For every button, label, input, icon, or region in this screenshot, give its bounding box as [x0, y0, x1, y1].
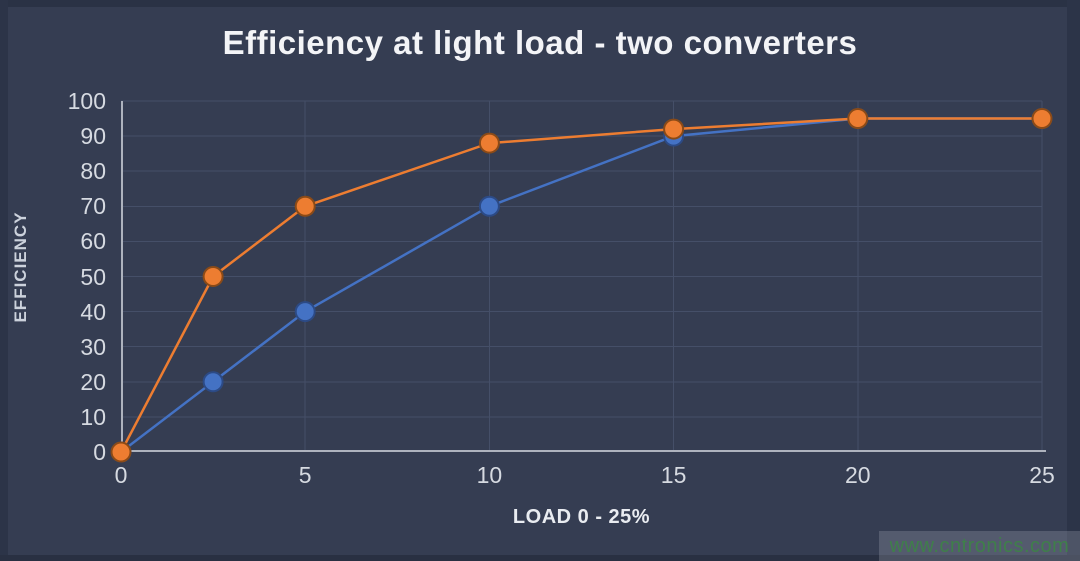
- orange-converter-marker: [294, 195, 316, 217]
- blue-converter-marker: [294, 301, 316, 323]
- watermark-strip: www.cntronics.com: [879, 531, 1080, 561]
- x-axis-title: LOAD 0 - 25%: [512, 506, 651, 528]
- x-tick-label: 0: [114, 462, 128, 488]
- y-tick-label: 90: [80, 123, 106, 150]
- y-tick-label: 0: [93, 439, 106, 465]
- blue-converter-line: [119, 117, 1044, 454]
- x-tick-label: 10: [476, 462, 503, 488]
- x-tick-label: 5: [298, 462, 312, 488]
- orange-converter-marker: [478, 132, 500, 154]
- orange-converter-marker: [1031, 108, 1053, 130]
- orange-converter-marker: [847, 108, 869, 130]
- chart-title: Efficiency at light load - two converter…: [222, 24, 858, 61]
- blue-converter-marker: [202, 371, 224, 393]
- watermark-text: www.cntronics.com: [889, 534, 1070, 557]
- y-tick-label: 80: [80, 158, 106, 185]
- blue-converter-marker: [478, 195, 500, 217]
- y-tick-label: 20: [80, 368, 106, 395]
- y-tick-label: 50: [80, 263, 106, 290]
- orange-converter-marker: [202, 266, 224, 287]
- x-tick-label: 15: [660, 462, 687, 488]
- edge-shadow-right: [1067, 0, 1080, 561]
- y-tick-label: 60: [80, 228, 106, 255]
- edge-shadow-top: [0, 0, 1080, 7]
- y-tick-label: 30: [80, 333, 106, 360]
- y-tick-label: 100: [67, 88, 106, 114]
- plot-area: [110, 100, 1053, 463]
- y-tick-label: 70: [80, 193, 106, 220]
- orange-converter-marker: [663, 118, 685, 140]
- edge-shadow-left: [0, 0, 8, 561]
- x-tick-label: 25: [1029, 462, 1055, 488]
- y-tick-label: 40: [80, 298, 106, 325]
- orange-converter-line: [119, 117, 1044, 454]
- x-tick-label: 20: [845, 462, 871, 488]
- y-tick-label: 10: [80, 403, 106, 430]
- orange-converter-marker: [110, 441, 132, 463]
- edge-shadow-bottom: [0, 555, 1080, 561]
- line-chart-canvas: [110, 100, 1053, 463]
